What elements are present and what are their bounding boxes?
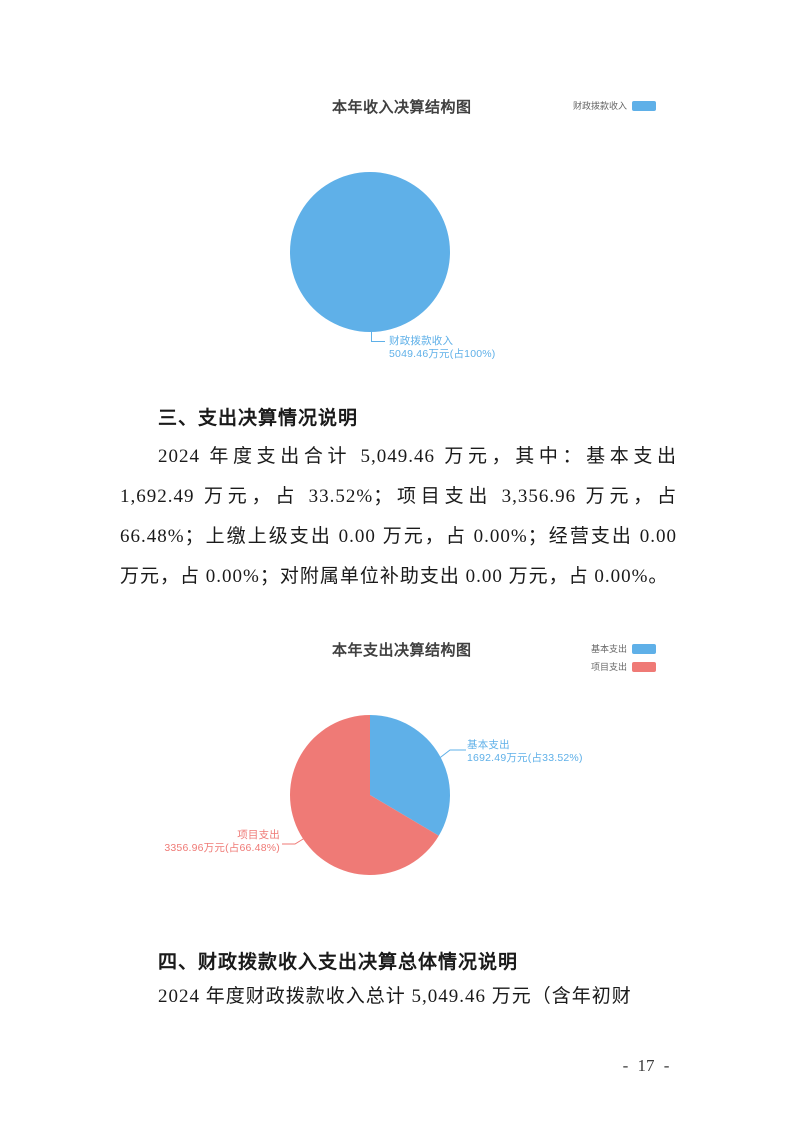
legend-label: 基本支出 bbox=[590, 644, 627, 654]
section-heading-expense: 三、支出决算情况说明 bbox=[158, 408, 359, 429]
callout-value: 1692.49万元(占33.52%) bbox=[467, 751, 583, 764]
expense-chart-title: 本年支出决算结构图 bbox=[332, 642, 472, 659]
callout-label: 财政拨款收入 bbox=[389, 335, 454, 347]
income-chart-title: 本年收入决算结构图 bbox=[332, 99, 472, 116]
legend-swatch bbox=[632, 661, 656, 672]
callout-connector bbox=[282, 835, 309, 845]
pie-slice bbox=[289, 172, 450, 332]
callout-connector bbox=[371, 331, 385, 342]
expense-chart-legend: 基本支出 项目支出 bbox=[591, 642, 656, 673]
legend-label: 财政拨款收入 bbox=[572, 101, 627, 111]
callout-label: 项目支出 bbox=[237, 829, 280, 841]
legend-swatch bbox=[632, 100, 656, 111]
basic-expense-callout: 基本支出 1692.49万元(占33.52%) bbox=[467, 739, 583, 764]
callout-label: 基本支出 bbox=[467, 739, 510, 751]
pie-slice bbox=[370, 715, 450, 836]
income-chart-legend: 财政拨款收入 bbox=[573, 99, 656, 112]
callout-value: 3356.96万元(占66.48%) bbox=[164, 841, 280, 854]
section-heading-fiscal-total: 四、财政拨款收入支出决算总体情况说明 bbox=[158, 952, 519, 973]
expense-pie-chart bbox=[290, 715, 450, 875]
expense-summary-paragraph: 2024 年度支出合计 5,049.46 万元，其中：基本支出 1,692.49… bbox=[120, 446, 677, 587]
page-number: - 17 - bbox=[622, 1056, 670, 1075]
project-expense-callout: 项目支出 3356.96万元(占66.48%) bbox=[120, 829, 280, 854]
callout-value: 5049.46万元(占100%) bbox=[389, 347, 496, 360]
legend-item: 财政拨款收入 bbox=[573, 99, 656, 112]
income-pie-chart bbox=[289, 172, 450, 332]
legend-swatch bbox=[632, 643, 656, 654]
fiscal-total-paragraph: 2024 年度财政拨款收入总计 5,049.46 万元（含年初财 bbox=[158, 986, 632, 1007]
income-slice-callout: 财政拨款收入 5049.46万元(占100%) bbox=[389, 335, 496, 360]
legend-item: 基本支出 bbox=[591, 642, 656, 655]
legend-item: 项目支出 bbox=[591, 660, 656, 673]
callout-connector bbox=[436, 749, 466, 761]
legend-label: 项目支出 bbox=[590, 662, 627, 672]
pie-slice bbox=[290, 715, 439, 875]
